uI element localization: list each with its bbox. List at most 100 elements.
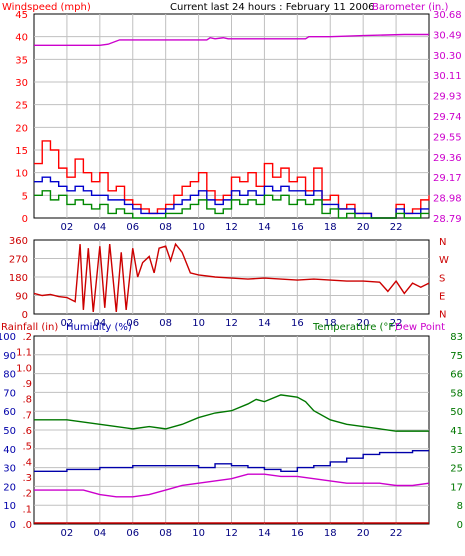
x-tick-label: 10: [192, 318, 205, 329]
x-tick-label: 22: [390, 222, 403, 233]
humidity-tick-label: 80: [3, 370, 16, 381]
temperature-tick-label: 0: [457, 520, 463, 531]
humidity-tick-label: 20: [3, 482, 16, 493]
x-tick-label: 12: [225, 528, 238, 539]
humidity-axis-label: Humidity (%): [66, 322, 132, 333]
direction-tick-label: 180: [9, 273, 28, 284]
x-tick-label: 06: [126, 318, 139, 329]
x-tick-label: 04: [93, 222, 106, 233]
x-tick-label: 16: [291, 528, 304, 539]
wind-tick-label: 5: [22, 191, 28, 202]
wind-tick-label: 10: [15, 169, 28, 180]
x-tick-label: 18: [324, 318, 337, 329]
x-tick-label: 08: [159, 222, 172, 233]
rain-tick-label: .9: [22, 379, 32, 390]
direction-tick-label: 270: [9, 255, 28, 266]
rain-tick-label: .1: [22, 504, 32, 515]
humidity-tick-label: 10: [3, 501, 16, 512]
temperature-tick-label: 50: [450, 407, 463, 418]
humidity-tick-label: 0: [10, 520, 16, 531]
temperature-tick-label: 75: [450, 351, 463, 362]
rain-tick-label: .2: [22, 489, 32, 500]
temperature-tick-label: 41: [450, 426, 463, 437]
average-line: [34, 176, 429, 219]
humidity-tick-label: 40: [3, 445, 16, 456]
humidity-tick-label: 50: [3, 426, 16, 437]
chart-title: Current last 24 hours : February 11 2006: [170, 2, 375, 13]
barometer-tick-label: 28.98: [433, 194, 462, 205]
temperature-tick-label: 25: [450, 464, 463, 475]
x-tick-label: 18: [324, 222, 337, 233]
x-tick-label: 12: [225, 222, 238, 233]
direction-tick-label: 90: [15, 292, 28, 303]
wind-tick-label: 45: [15, 10, 28, 21]
direction-tick-label: 0: [22, 310, 28, 321]
barometer-tick-label: 29.17: [433, 173, 462, 184]
humidity-line: [34, 449, 429, 473]
x-tick-label: 16: [291, 222, 304, 233]
temperature-tick-label: 66: [450, 370, 463, 381]
temperature-axis-label: Temperature (°F): [312, 322, 398, 333]
x-tick-label: 08: [159, 318, 172, 329]
direction-tick-label: 360: [9, 236, 28, 247]
barometer-tick-label: 30.30: [433, 51, 462, 62]
wind-tick-label: 30: [15, 78, 28, 89]
x-tick-label: 14: [258, 222, 271, 233]
x-tick-label: 20: [357, 222, 370, 233]
barometer-tick-label: 30.11: [433, 71, 462, 82]
x-tick-label: 04: [93, 318, 106, 329]
barometer-tick-label: 29.74: [433, 112, 462, 123]
compass-label: S: [439, 273, 445, 284]
rainfall-axis-label: Rainfall (in): [1, 322, 58, 333]
barometer-tick-label: 29.36: [433, 153, 462, 164]
barometer-line: [34, 33, 429, 47]
x-tick-label: 12: [225, 318, 238, 329]
x-tick-label: 08: [159, 528, 172, 539]
temp-humidity-panel: 02 04 06 08 10 12 14 16 18 20 22010203040506070809…: [0, 322, 463, 539]
x-tick-label: 14: [258, 318, 271, 329]
barometer-tick-label: 30.49: [433, 30, 462, 41]
x-tick-label: 18: [324, 528, 337, 539]
x-tick-label: 02: [61, 528, 74, 539]
wind-tick-label: 40: [15, 33, 28, 44]
compass-label: N: [439, 237, 446, 248]
compass-label: N: [439, 310, 446, 321]
barometer-tick-label: 28.79: [433, 214, 462, 225]
x-tick-label: 16: [291, 318, 304, 329]
wind-tick-label: 0: [22, 214, 28, 225]
wind-tick-label: 25: [15, 101, 28, 112]
dew_point-line: [34, 473, 430, 498]
x-tick-label: 06: [126, 528, 139, 539]
windspeed-axis-label: Windspeed (mph): [2, 2, 91, 13]
x-tick-label: 10: [192, 222, 205, 233]
x-tick-label: 20: [357, 528, 370, 539]
rain-tick-label: .5: [22, 442, 32, 453]
barometer-tick-label: 29.93: [433, 92, 462, 103]
humidity-tick-label: 60: [3, 407, 16, 418]
temperature-tick-label: 17: [450, 482, 463, 493]
rain-tick-label: .6: [22, 426, 32, 437]
direction-line: [33, 242, 430, 313]
rain-tick-label: .0: [22, 520, 32, 531]
dew-point-axis-label: Dew Point: [395, 322, 445, 333]
wind-tick-label: 20: [15, 123, 28, 134]
compass-label: E: [439, 291, 445, 302]
barometer-tick-label: 29.55: [433, 132, 462, 143]
x-tick-label: 20: [357, 318, 370, 329]
x-tick-label: 14: [258, 528, 271, 539]
x-tick-label: 02: [61, 222, 74, 233]
barometer-axis-label: Barometer (in.): [372, 2, 448, 13]
rain-tick-label: .7: [22, 410, 32, 421]
x-tick-label: 10: [192, 528, 205, 539]
wind-barometer-panel: 02 04 06 08 10 12 14 16 18 20 22 0 5 10 15 20 25 30 35 40 45…: [2, 2, 462, 233]
temperature-tick-label: 33: [450, 445, 463, 456]
humidity-tick-label: 100: [0, 332, 16, 343]
temperature-tick-label: 8: [457, 501, 463, 512]
humidity-tick-label: 90: [3, 351, 16, 362]
rain-tick-label: .4: [22, 457, 32, 468]
x-tick-label: 02: [61, 318, 74, 329]
temperature-line: [34, 394, 429, 432]
temperature-tick-label: 83: [450, 332, 463, 343]
